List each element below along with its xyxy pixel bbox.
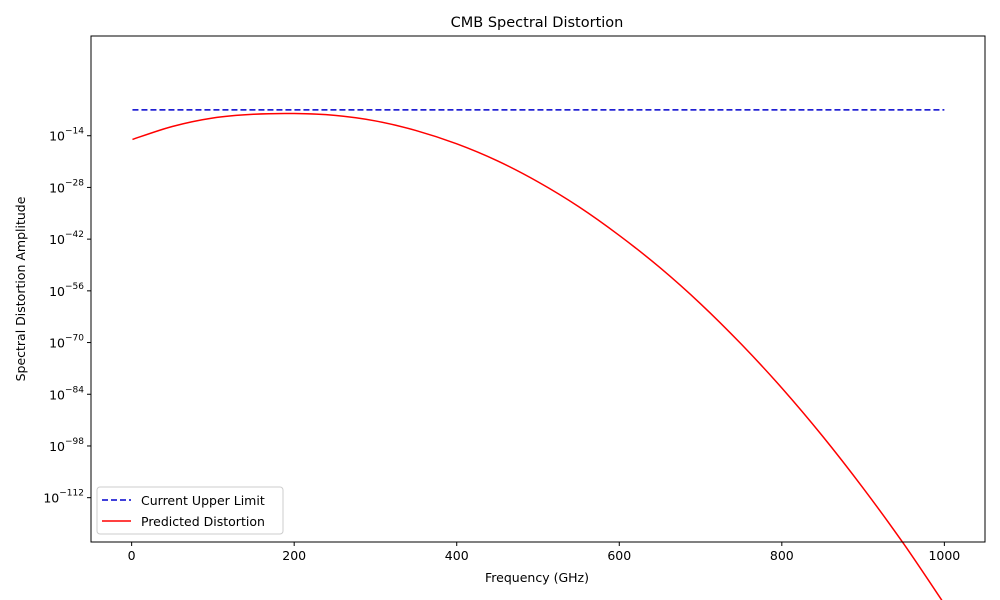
x-tick-label: 1000 xyxy=(928,548,960,563)
legend: Current Upper Limit Predicted Distortion xyxy=(96,486,284,535)
y-tick-label: 10−28 xyxy=(49,178,84,195)
x-tick-label: 0 xyxy=(128,548,136,563)
legend-box xyxy=(96,486,284,535)
axes-frame xyxy=(90,35,986,543)
y-axis-label: Spectral Distortion Amplitude xyxy=(13,196,28,381)
y-tick-label: 10−56 xyxy=(49,282,84,299)
chart-title: CMB Spectral Distortion xyxy=(451,15,624,31)
x-axis: 0 200 400 600 800 1000 xyxy=(128,542,960,563)
y-tick-label: 10−112 xyxy=(43,489,84,506)
y-tick-label: 10−98 xyxy=(49,437,84,454)
y-tick-label: 10−14 xyxy=(49,127,84,144)
y-axis: 10−112 10−98 10−84 10−70 10−56 10−42 10−28 10−1… xyxy=(43,127,91,506)
y-tick-label: 10−84 xyxy=(49,385,84,402)
x-axis-label: Frequency (GHz) xyxy=(485,570,589,585)
series-line-1 xyxy=(132,112,943,600)
x-tick-label: 600 xyxy=(607,548,631,563)
series-layer xyxy=(132,109,945,600)
legend-entry: Predicted Distortion xyxy=(141,514,265,529)
x-tick-label: 400 xyxy=(445,548,469,563)
legend-entry: Current Upper Limit xyxy=(141,493,265,508)
x-tick-label: 800 xyxy=(770,548,794,563)
y-tick-label: 10−70 xyxy=(49,334,84,351)
x-tick-label: 200 xyxy=(282,548,306,563)
y-tick-label: 10−42 xyxy=(49,230,84,247)
